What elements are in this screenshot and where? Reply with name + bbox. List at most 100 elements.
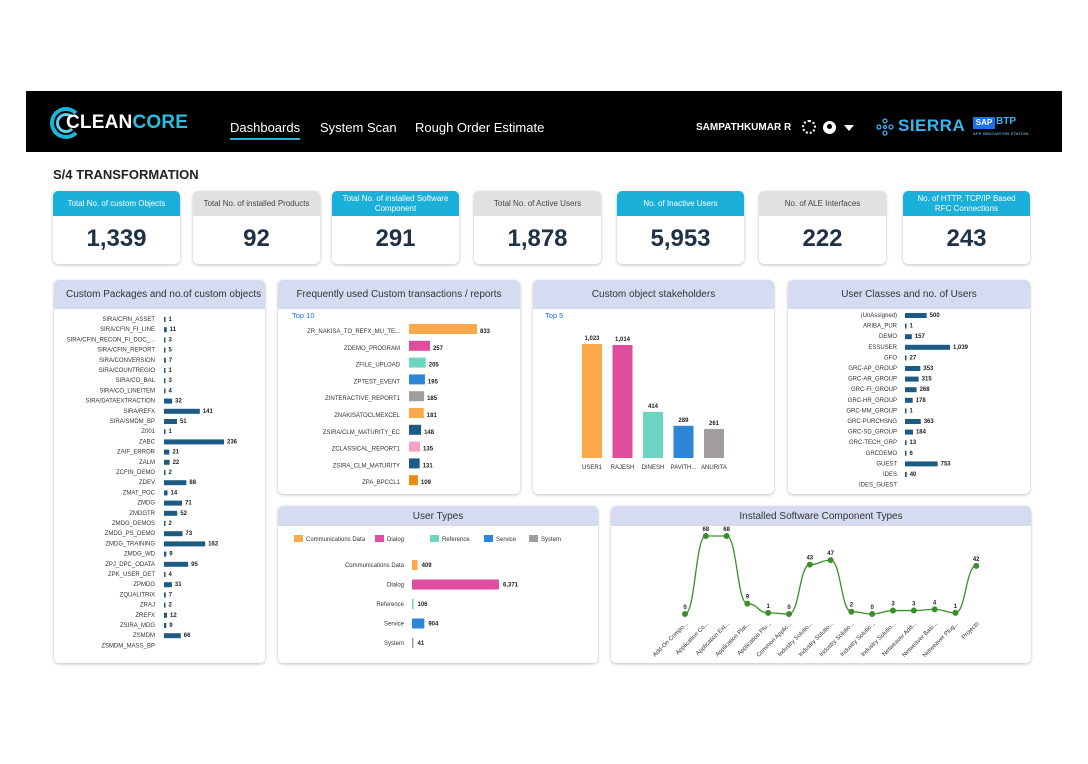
kpi-label: Total No. of Active Users — [474, 191, 601, 216]
gear-icon[interactable] — [802, 120, 816, 134]
bar — [582, 344, 602, 458]
bar-value-label: 7 — [169, 358, 173, 364]
data-value-label: 2 — [850, 603, 854, 609]
legend-label: System — [541, 537, 561, 543]
bar — [905, 429, 913, 435]
bar-category-label: USER1 — [582, 465, 603, 471]
bar-value-label: 6 — [910, 451, 914, 457]
bar — [164, 541, 206, 547]
user-classes-chart: (UnAssigned) 500 ARIBA_PUR 1 DEMO 157 ESSUSER 1… — [846, 313, 969, 489]
bar — [409, 458, 420, 469]
bar-category-label: ZNAKISATOCLMEXCEL — [334, 413, 400, 419]
nav-system-scan[interactable]: System Scan — [320, 120, 397, 135]
data-point — [827, 557, 834, 564]
bar-value-label: 141 — [203, 409, 214, 415]
bar — [409, 340, 430, 351]
data-point — [931, 606, 938, 613]
bar-value-label: 40 — [910, 472, 917, 478]
bar-value-label: 1,014 — [615, 337, 631, 343]
bar-category-label: GRC-MM_GROUP — [846, 408, 897, 414]
bar-category-label: GUEST — [876, 461, 897, 467]
bar — [164, 327, 167, 333]
bar-category-label: ZPA_BPCCL1 — [362, 480, 401, 486]
bar-category-label: GRCDEMO — [866, 451, 898, 457]
data-point — [723, 533, 730, 539]
user-name: SAMPATHKUMAR R — [696, 122, 792, 133]
bar-value-label: 2 — [169, 521, 173, 527]
bar — [164, 551, 167, 557]
bar — [905, 440, 907, 446]
legend-swatch — [294, 535, 303, 542]
data-value-label: 0 — [871, 605, 875, 611]
data-point — [869, 611, 876, 617]
kpi-card-installed-products[interactable]: Total No. of installed Products 92 — [193, 191, 320, 264]
chevron-down-icon[interactable] — [844, 125, 854, 131]
data-value-label: 68 — [702, 527, 709, 533]
kpi-card-active-users[interactable]: Total No. of Active Users 1,878 — [474, 191, 601, 264]
legend-label: Reference — [442, 537, 470, 543]
kpi-card-software-components[interactable]: Total No. of installed Software Componen… — [332, 191, 459, 264]
page-title: S/4 TRANSFORMATION — [53, 167, 199, 182]
bar-category-label: SIRA/DATAEXTRACTION — [86, 399, 155, 405]
bar-value-label: 268 — [920, 387, 931, 393]
user-account-icon[interactable] — [823, 121, 836, 134]
bar — [164, 459, 170, 465]
bar-value-label: 32 — [175, 399, 182, 405]
bar — [164, 439, 224, 445]
bar — [905, 387, 917, 393]
top-n-label: Top 5 — [545, 311, 563, 320]
kpi-card-ale-interfaces[interactable]: No. of ALE Interfaces 222 — [759, 191, 886, 264]
bar — [409, 424, 422, 435]
kpi-card-rfc-connections[interactable]: No. of HTTP, TCP/IP Based RFC Connection… — [903, 191, 1030, 264]
bar — [905, 323, 907, 329]
data-point — [786, 611, 792, 617]
bar — [164, 378, 166, 384]
bar-value-label: 41 — [418, 641, 425, 647]
bar-value-label: 9 — [169, 552, 173, 558]
bar-category-label: SIRA/CFIN_REPORT — [97, 348, 155, 354]
logo-inner-ring-icon — [56, 113, 76, 133]
bar-category-label: ZSIRA_CLM_MATURITY — [333, 463, 400, 469]
bar — [164, 470, 166, 475]
bar-category-label: ZREFX — [135, 613, 155, 619]
bar-category-label: ZRAJ — [140, 603, 155, 609]
bar — [164, 490, 168, 496]
bar-value-label: 4 — [169, 388, 173, 394]
bar — [164, 521, 166, 526]
bar — [164, 347, 166, 353]
sap-subtitle: APP INNOVATION STATION — [973, 131, 1029, 136]
sap-logo-badge: SAP — [973, 117, 995, 129]
bar-category-label: GFO — [884, 355, 897, 361]
kpi-label: No. of Inactive Users — [617, 191, 744, 216]
bar-value-label: 833 — [480, 329, 491, 335]
bar — [905, 334, 912, 340]
cleancore-logo[interactable]: CLEANCORE — [50, 107, 200, 139]
bar — [643, 411, 663, 458]
bar-category-label: DEMO — [879, 334, 897, 340]
kpi-card-inactive-users[interactable]: No. of Inactive Users 5,953 — [617, 191, 744, 264]
bar-value-label: 131 — [423, 463, 434, 469]
bar-value-label: 184 — [916, 430, 927, 436]
legend-swatch — [529, 535, 538, 542]
bar-value-label: 66 — [184, 633, 191, 639]
kpi-value: 291 — [375, 225, 416, 252]
bar-value-label: 1,039 — [953, 345, 969, 351]
bar-value-label: 178 — [916, 398, 927, 404]
bar-value-label: 31 — [175, 582, 182, 588]
bar-value-label: 1 — [910, 408, 914, 414]
bar — [164, 572, 166, 577]
nav-rough-order-estimate[interactable]: Rough Order Estimate — [415, 120, 545, 135]
kpi-label: Total No. of installed Software Componen… — [332, 191, 459, 216]
nav-dashboards[interactable]: Dashboards — [230, 120, 301, 140]
bar-category-label: SIRA/CO_LINEITEM — [99, 388, 155, 394]
bar-category-label: ZSIRA/CLM_MATURITY_EC — [323, 430, 401, 436]
bar-category-label: ESSUSER — [868, 345, 897, 351]
data-value-label: 3 — [891, 602, 895, 608]
kpi-card-custom-objects[interactable]: Total No. of custom Objects 1,339 — [53, 191, 180, 264]
bar-category-label: GRC-HR_GROUP — [848, 398, 897, 404]
bar-category-label: ZMAT_POC — [123, 490, 156, 496]
bar-value-label: 236 — [227, 439, 238, 445]
bar-value-label: 157 — [915, 334, 926, 340]
